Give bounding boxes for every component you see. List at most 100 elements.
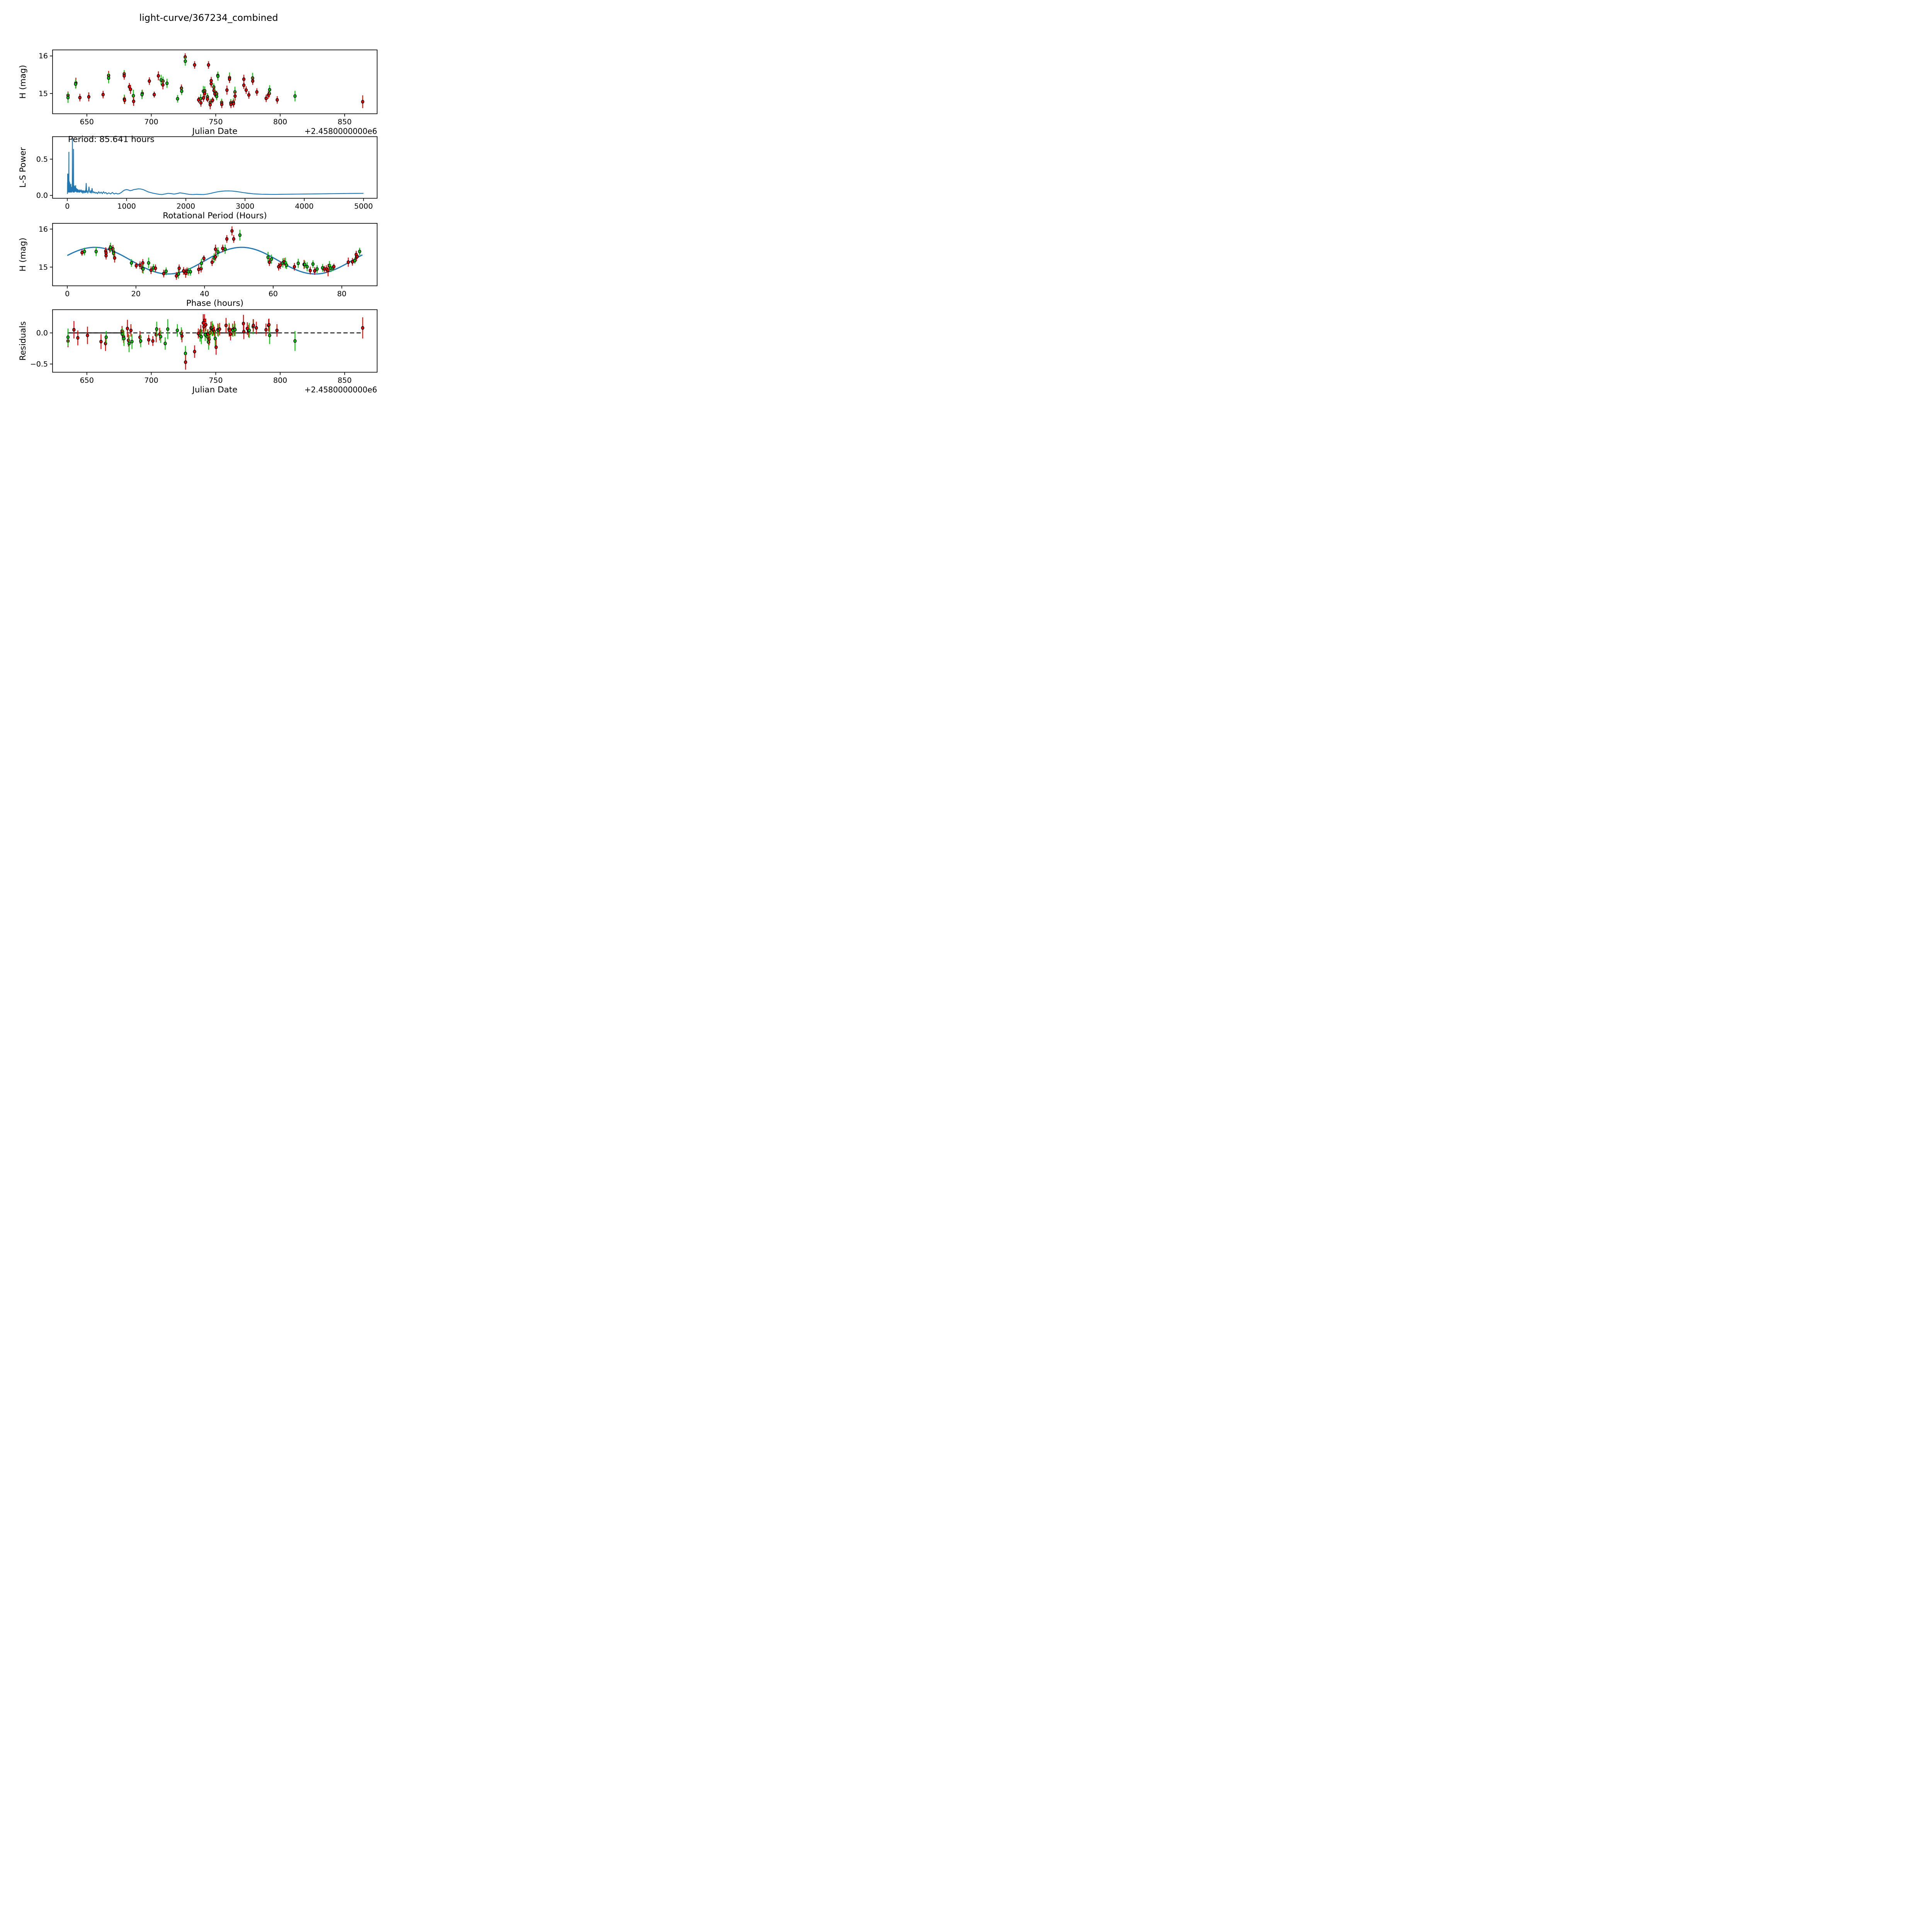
period-annotation: Period: 85.641 hours [68,135,155,145]
data-point-red [225,88,229,92]
data-point-red [154,266,157,270]
x-tick-label: 650 [80,117,94,126]
x-tick-label: 650 [80,376,94,384]
y-tick-label: 0.5 [36,155,48,163]
x-axis-label: Julian Date [192,126,238,136]
data-point-red [206,97,209,101]
axes-frame-lightcurve [52,49,378,114]
data-point-red [233,94,237,98]
data-point-green [166,327,170,331]
y-tick-label: 16 [39,52,48,60]
residuals-points [66,314,364,370]
data-point-red [230,229,234,233]
data-point-green [353,259,357,263]
data-point-red [220,102,224,106]
data-point-red [99,340,103,344]
data-point-red [279,263,282,267]
data-point-red [268,260,271,264]
data-point-green [107,76,111,80]
data-point-green [303,262,306,267]
data-point-green [184,59,187,63]
x-axis-label: Rotational Period (Hours) [163,211,267,221]
data-point-red [308,269,312,272]
data-point-red [264,96,268,100]
x-tick-label: 800 [273,117,287,126]
data-point-green [305,265,309,269]
data-point-red [101,93,105,97]
x-axis-label: Julian Date [192,385,238,395]
data-point-red [177,266,181,270]
figure-title: light-curve/367234_combined [139,12,278,23]
data-point-red [214,345,218,349]
data-point-green [74,82,77,86]
data-point-green [94,250,98,253]
data-point-green [175,328,179,332]
data-point-green [216,74,220,78]
data-point-red [132,99,135,104]
data-point-green [164,269,168,273]
data-point-green [213,337,217,340]
data-point-green [155,327,158,331]
data-point-red [129,328,133,332]
data-point-green [109,245,112,249]
y-axis-label: L-S Power [18,147,28,188]
data-point-red [123,98,126,102]
data-point-green [189,270,192,274]
data-point-red [218,327,221,331]
data-point-red [313,269,316,273]
data-point-green [247,328,251,332]
x-tick-label: 0 [65,202,70,211]
data-point-green [215,94,218,99]
data-point-green [147,261,150,265]
data-point-red [184,360,187,364]
data-point-red [229,332,232,336]
y-tick-label: 15 [39,263,48,272]
x-tick-label: 700 [144,117,158,126]
data-point-green [199,335,203,338]
data-point-red [209,82,213,86]
data-point-red [86,333,89,337]
data-point-red [156,74,160,78]
data-point-green [130,340,134,344]
data-point-red [162,272,165,276]
x-tick-label: 750 [209,376,223,384]
data-point-green [139,339,143,343]
data-point-red [214,255,217,259]
x-tick-label: 1000 [117,202,136,211]
data-point-green [293,94,297,98]
data-point-red [264,328,268,332]
data-point-red [210,260,214,264]
y-axis-label: Residuals [18,321,28,361]
data-point-red [361,326,364,330]
x-tick-label: 3000 [236,202,254,211]
data-point-green [311,262,315,266]
data-point-green [122,337,126,340]
data-point-green [177,272,180,276]
figure-canvas: light-curve/367234_combined 650 700 750 800… [0,0,417,417]
data-point-green [285,263,288,267]
x-tick-label: 700 [144,376,158,384]
data-point-green [233,328,237,332]
y-axis-label: H (mag) [18,238,28,272]
data-point-red [207,63,210,67]
data-point-red [193,63,196,67]
data-point-red [355,254,359,259]
data-point-green [270,257,273,261]
data-point-green [238,233,242,237]
data-point-green [200,261,203,265]
data-point-red [232,237,235,241]
data-point-red [113,256,116,260]
data-point-red [76,336,80,340]
x-tick-label: 0 [65,290,70,298]
data-point-green [180,89,184,93]
data-point-green [159,335,163,338]
data-point-green [266,255,270,259]
data-point-green [315,267,319,271]
x-tick-label: 750 [209,117,223,126]
data-point-red [293,265,296,269]
x-tick-label: 850 [338,117,352,126]
data-point-red [332,265,336,269]
data-point-green [358,250,361,253]
x-tick-label: 80 [337,290,346,298]
